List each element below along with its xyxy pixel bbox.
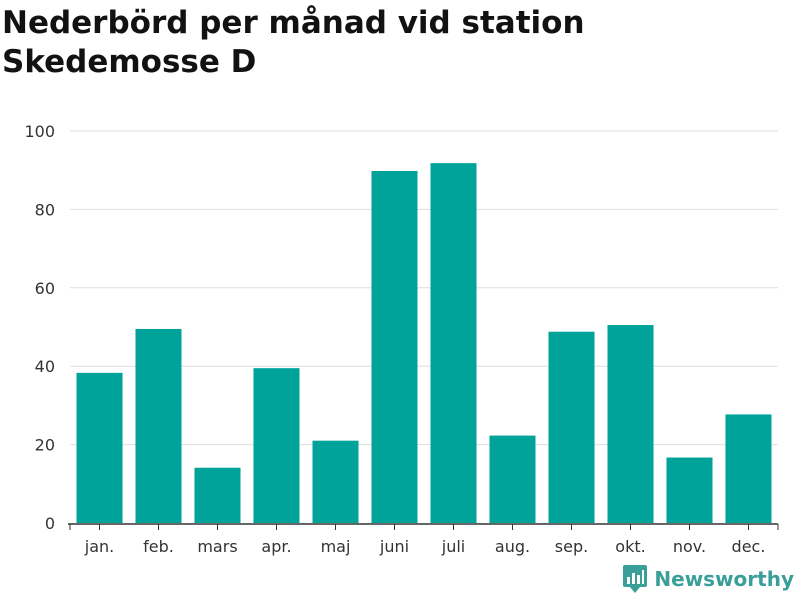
axes (68, 523, 779, 530)
x-tick-label: jan. (84, 537, 114, 556)
x-tick-label: nov. (673, 537, 706, 556)
y-tick-label: 100 (24, 122, 55, 141)
y-tick-label: 60 (35, 279, 55, 298)
x-tick-label: maj (321, 537, 351, 556)
newsworthy-logo-icon (623, 565, 648, 593)
bar (253, 368, 300, 523)
chart-title: Nederbörd per månad vid station Skedemos… (2, 5, 585, 80)
bar (76, 372, 123, 523)
x-tick-label: aug. (495, 537, 530, 556)
x-tick-label: sep. (555, 537, 588, 556)
gridlines (70, 130, 778, 446)
branding: Newsworthy (623, 564, 794, 594)
tick-labels: 0 20 40 60 80 100 jan. feb. mars apr. maj juni juli a… (24, 122, 765, 556)
x-tick-label: apr. (261, 537, 291, 556)
y-tick-label: 20 (35, 436, 55, 455)
bar (489, 435, 536, 523)
x-tick-label: juli (441, 537, 465, 556)
bar (725, 414, 772, 523)
y-tick-label: 0 (45, 514, 55, 533)
bar (430, 163, 477, 524)
x-tick-label: okt. (615, 537, 645, 556)
bar (607, 325, 654, 523)
y-tick-label: 40 (35, 357, 55, 376)
x-tick-label: feb. (143, 537, 174, 556)
x-tick-label: dec. (732, 537, 766, 556)
brand-name: Newsworthy (654, 567, 794, 591)
bar (135, 328, 182, 523)
x-tick-label: juni (379, 537, 409, 556)
bar (194, 467, 241, 523)
bar (548, 331, 595, 523)
bar (312, 440, 359, 523)
y-tick-label: 80 (35, 200, 55, 219)
x-tick-label: mars (197, 537, 237, 556)
bar (371, 170, 418, 523)
bar (666, 457, 713, 523)
bars (76, 163, 772, 524)
